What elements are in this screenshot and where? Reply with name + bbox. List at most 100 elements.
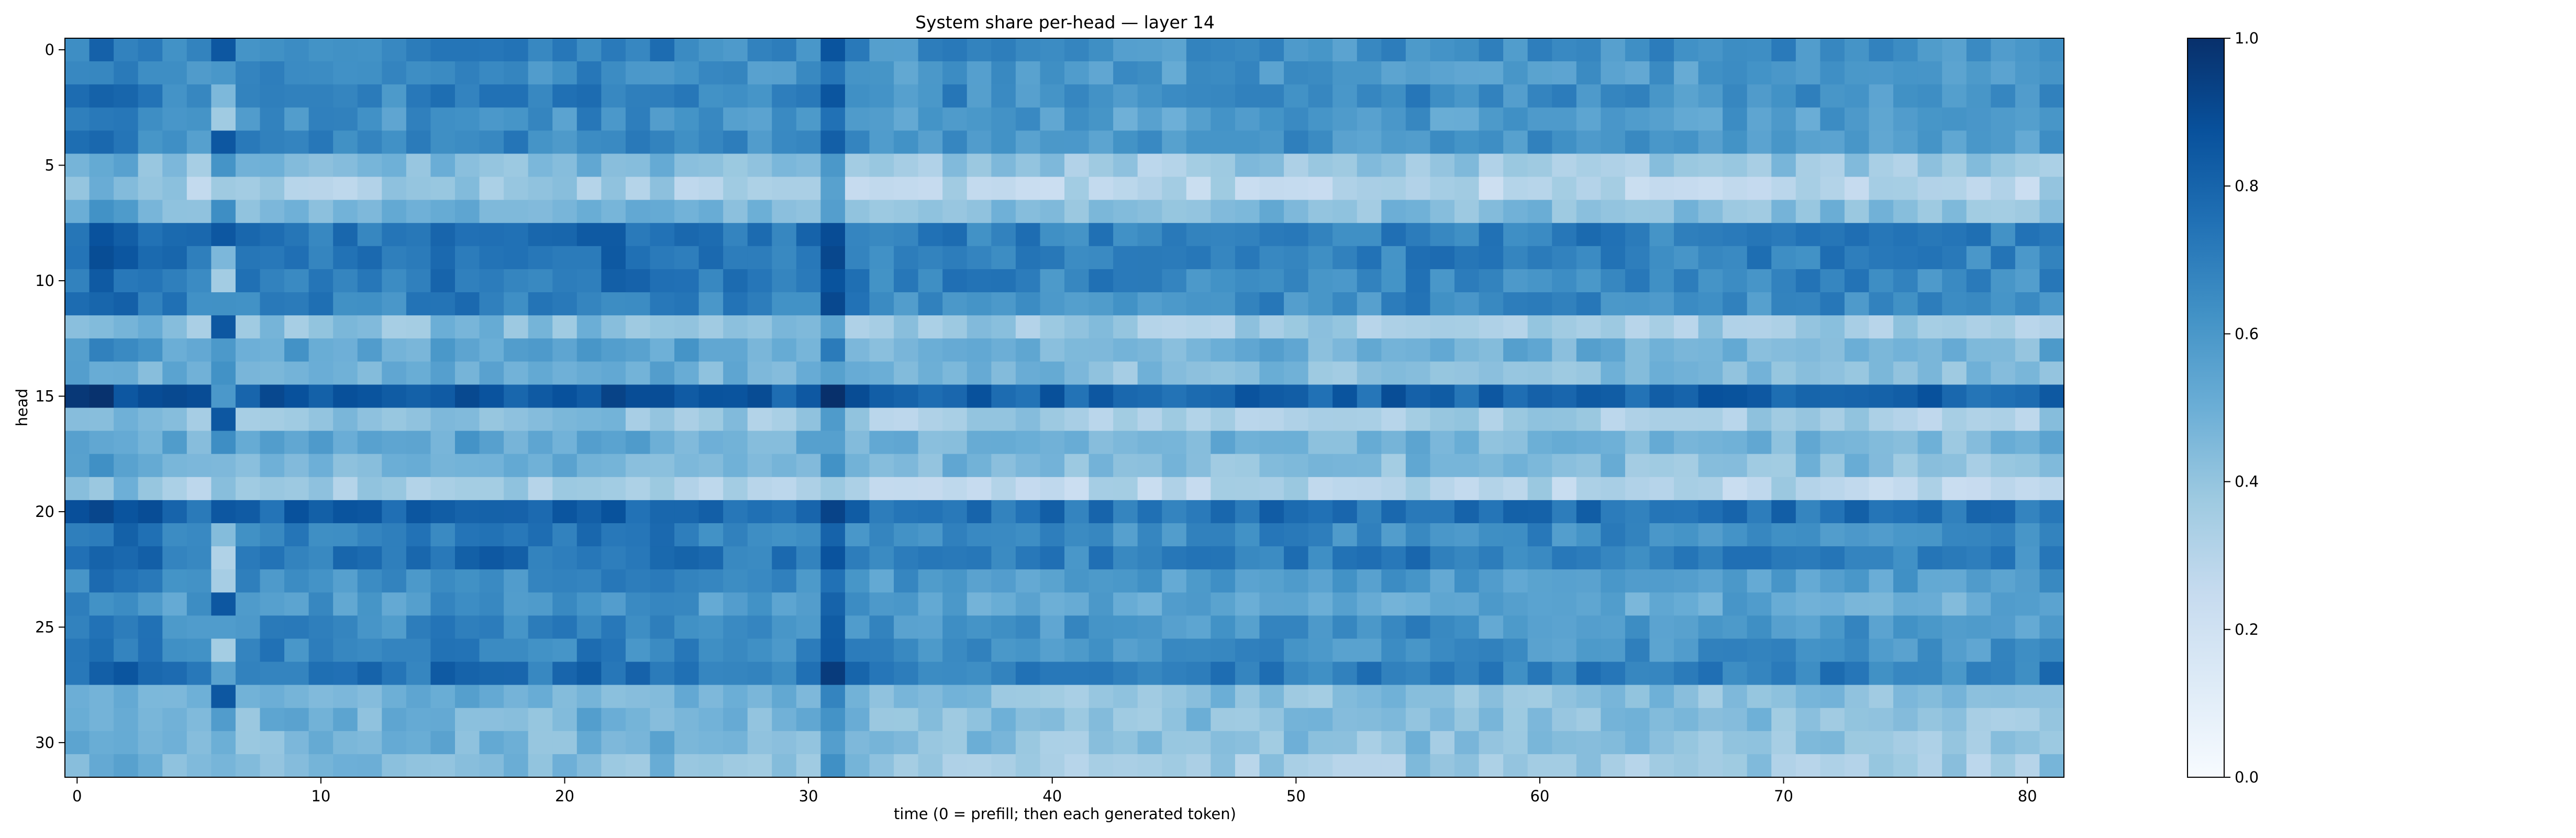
heatmap-cell: [1625, 638, 1650, 663]
heatmap-cell: [333, 685, 358, 709]
heatmap-cell: [1869, 292, 1894, 316]
heatmap-cell: [942, 477, 968, 501]
heatmap-cell: [967, 384, 992, 409]
heatmap-cell: [2015, 431, 2040, 455]
heatmap-cell: [1576, 615, 1601, 639]
heatmap-cell: [504, 61, 529, 85]
heatmap-cell: [1503, 569, 1528, 593]
heatmap-cell: [65, 523, 90, 547]
heatmap-cell: [1917, 107, 1942, 131]
heatmap-cell: [1893, 569, 1918, 593]
heatmap-cell: [772, 685, 797, 709]
heatmap-cell: [1357, 38, 1382, 62]
heatmap-cell: [1479, 61, 1504, 85]
heatmap-cell: [918, 269, 943, 293]
heatmap-cell: [1747, 84, 1772, 108]
heatmap-cell: [1405, 292, 1431, 316]
heatmap-cell: [869, 477, 894, 501]
heatmap-cell: [186, 685, 212, 709]
heatmap-cell: [967, 661, 992, 686]
heatmap-cell: [1040, 384, 1065, 409]
heatmap-cell: [406, 153, 431, 178]
heatmap-cell: [772, 84, 797, 108]
heatmap-cell: [1308, 107, 1333, 131]
heatmap-cell: [1381, 177, 1406, 201]
heatmap-cell: [162, 130, 187, 155]
heatmap-cell: [1771, 454, 1796, 478]
heatmap-cell: [1723, 638, 1748, 663]
heatmap-cell: [308, 246, 334, 270]
heatmap-cell: [601, 685, 626, 709]
heatmap-cell: [186, 500, 212, 524]
heatmap-cell: [114, 107, 139, 131]
heatmap-cell: [1698, 708, 1723, 732]
heatmap-cell: [820, 523, 846, 547]
heatmap-cell: [1527, 407, 1552, 432]
heatmap-cell: [1235, 246, 1260, 270]
heatmap-cell: [1186, 246, 1211, 270]
heatmap-cell: [576, 177, 602, 201]
heatmap-cell: [1430, 84, 1455, 108]
heatmap-cell: [1747, 754, 1772, 778]
heatmap-cell: [1674, 431, 1699, 455]
heatmap-cell: [772, 315, 797, 339]
heatmap-cell: [1162, 708, 1187, 732]
heatmap-cell: [2015, 685, 2040, 709]
heatmap-cell: [1333, 615, 1358, 639]
heatmap-cell: [1479, 731, 1504, 755]
heatmap-cell: [1113, 708, 1138, 732]
heatmap-cell: [1430, 477, 1455, 501]
heatmap-cell: [1357, 61, 1382, 85]
heatmap-cell: [333, 84, 358, 108]
heatmap-cell: [235, 84, 261, 108]
heatmap-cell: [1723, 685, 1748, 709]
heatmap-cell: [1942, 523, 1967, 547]
heatmap-cell: [918, 84, 943, 108]
heatmap-cell: [1235, 269, 1260, 293]
heatmap-cell: [723, 615, 748, 639]
x-tick-label: 50: [1286, 787, 1306, 805]
heatmap-cell: [1917, 269, 1942, 293]
heatmap-cell: [1357, 384, 1382, 409]
heatmap-cell: [235, 269, 261, 293]
heatmap-cell: [1503, 546, 1528, 570]
heatmap-cell: [186, 638, 212, 663]
heatmap-cell: [869, 84, 894, 108]
heatmap-cell: [430, 292, 456, 316]
heatmap-cell: [869, 177, 894, 201]
heatmap-cell: [1576, 685, 1601, 709]
heatmap-cell: [114, 177, 139, 201]
heatmap-cell: [674, 38, 699, 62]
heatmap-cell: [747, 223, 772, 247]
heatmap-cell: [1771, 223, 1796, 247]
heatmap-cell: [845, 731, 870, 755]
heatmap-cell: [1479, 177, 1504, 201]
heatmap-cell: [1259, 315, 1284, 339]
heatmap-cell: [650, 153, 675, 178]
heatmap-cell: [1747, 200, 1772, 224]
heatmap-cell: [1820, 130, 1845, 155]
heatmap-cell: [284, 615, 309, 639]
heatmap-cell: [1235, 708, 1260, 732]
heatmap-cell: [625, 685, 651, 709]
heatmap-cell: [1235, 477, 1260, 501]
heatmap-cell: [1162, 523, 1187, 547]
heatmap-cell: [991, 84, 1016, 108]
heatmap-cell: [1357, 569, 1382, 593]
heatmap-cell: [333, 384, 358, 409]
heatmap-cell: [1479, 431, 1504, 455]
heatmap-cell: [1674, 361, 1699, 385]
heatmap-cell: [1064, 38, 1090, 62]
heatmap-cell: [382, 153, 407, 178]
heatmap-cell: [1844, 246, 1870, 270]
heatmap-cell: [552, 754, 578, 778]
heatmap-cell: [869, 523, 894, 547]
heatmap-cell: [869, 107, 894, 131]
heatmap-cell: [1674, 246, 1699, 270]
heatmap-cell: [1942, 200, 1967, 224]
heatmap-cell: [1211, 246, 1236, 270]
heatmap-cell: [1137, 130, 1162, 155]
heatmap-cell: [1137, 338, 1162, 362]
heatmap-cell: [504, 200, 529, 224]
heatmap-cell: [1942, 407, 1967, 432]
